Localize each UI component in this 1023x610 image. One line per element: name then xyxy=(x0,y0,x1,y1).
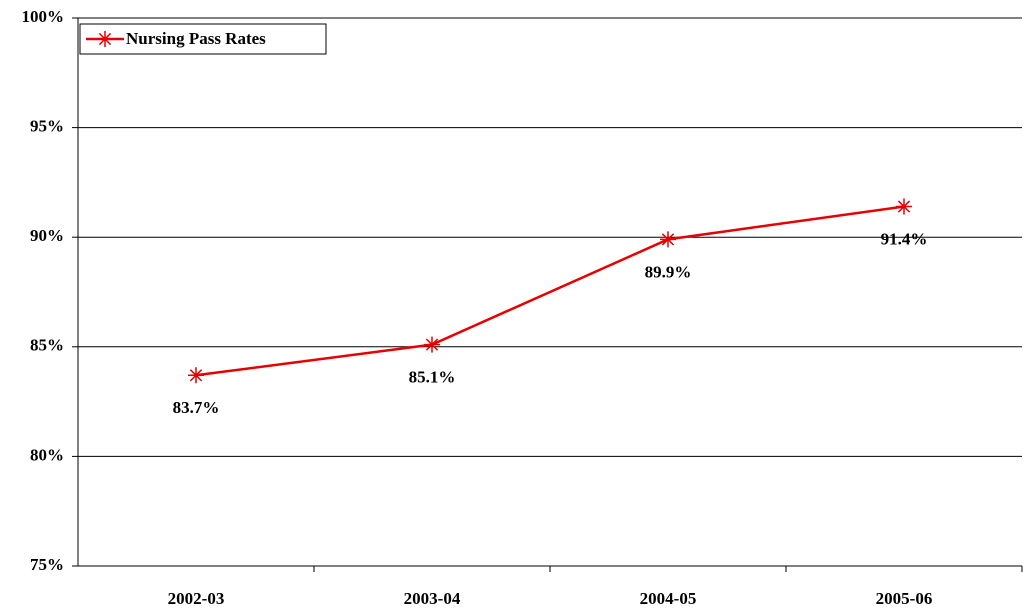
y-tick-label: 75% xyxy=(30,555,64,574)
marker xyxy=(896,198,912,215)
x-tick-label: 2003-04 xyxy=(404,589,461,608)
y-tick-label: 80% xyxy=(30,445,64,464)
marker xyxy=(424,336,440,353)
y-tick-label: 90% xyxy=(30,226,64,245)
data-label: 91.4% xyxy=(881,229,928,248)
x-tick-label: 2004-05 xyxy=(640,589,697,608)
legend-label: Nursing Pass Rates xyxy=(126,29,266,48)
data-label: 83.7% xyxy=(173,398,220,417)
y-tick-label: 95% xyxy=(30,117,64,136)
data-label: 85.1% xyxy=(409,368,456,387)
data-label: 89.9% xyxy=(645,262,692,281)
x-tick-label: 2002-03 xyxy=(168,589,225,608)
y-tick-label: 100% xyxy=(22,7,65,26)
marker xyxy=(660,231,676,248)
x-tick-label: 2005-06 xyxy=(876,589,933,608)
y-tick-label: 85% xyxy=(30,336,64,355)
series-line xyxy=(195,205,905,377)
legend-marker xyxy=(97,31,113,47)
marker xyxy=(188,367,204,384)
